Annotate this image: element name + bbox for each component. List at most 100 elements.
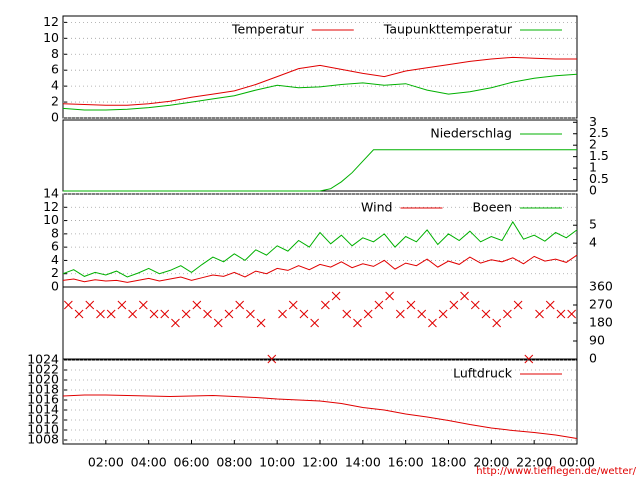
data-point [535, 309, 544, 319]
data-line [62, 394, 578, 439]
y-tick-label: 12 [43, 14, 59, 29]
y-tick-label: 0 [589, 351, 597, 366]
data-point [524, 354, 534, 364]
legend-label: Temperatur [231, 22, 305, 37]
data-point [203, 309, 212, 319]
data-point [256, 318, 266, 328]
y-tick-label: 12 [43, 199, 59, 214]
data-point [363, 309, 373, 319]
y-tick-label: 1 [589, 160, 597, 175]
data-line [63, 149, 577, 192]
x-tick-label: 18:00 [430, 455, 466, 470]
x-tick-label: 12:00 [302, 455, 338, 470]
y-tick-label: 1022 [27, 362, 59, 377]
legend-label: Boeen [472, 200, 512, 215]
data-point [428, 318, 437, 328]
x-tick-label: 10:00 [259, 455, 295, 470]
data-point [192, 300, 202, 310]
data-point [513, 300, 523, 310]
data-point [481, 309, 491, 319]
data-point [160, 309, 170, 319]
legend-label: Niederschlag [430, 126, 512, 141]
y-tick-label: 8 [51, 225, 59, 240]
data-point [395, 309, 405, 319]
data-point [96, 309, 105, 319]
x-tick-label: 16:00 [388, 455, 424, 470]
y-tick-label: 180 [589, 315, 613, 330]
data-point [417, 309, 427, 319]
data-point [213, 318, 223, 328]
data-point [106, 309, 116, 319]
data-point [64, 300, 73, 310]
data-point [492, 318, 502, 328]
y-tick-label: 1020 [27, 372, 59, 387]
data-point [288, 300, 298, 310]
y-tick-label: 1.5 [589, 148, 609, 163]
y-tick-label: 0 [51, 279, 59, 294]
data-point [556, 309, 566, 319]
y-tick-label: 0 [589, 183, 597, 198]
data-point [545, 300, 555, 310]
data-point [267, 354, 277, 364]
legend-label: Taupunkttemperatur [383, 22, 513, 37]
y-tick-label: 10 [43, 30, 59, 45]
data-point [470, 300, 480, 310]
data-point [353, 318, 362, 328]
y-tick-label: 4 [51, 78, 59, 93]
x-tick-label: 20:00 [473, 455, 509, 470]
y-tick-label: 2 [51, 265, 59, 280]
data-point [74, 309, 84, 319]
y-tick-label: 90 [589, 333, 605, 348]
data-point [374, 300, 384, 310]
source-link: http://www.tiefflegen.de/wetter/ [476, 466, 636, 477]
data-point [567, 309, 576, 319]
y-tick-label: 1008 [27, 432, 59, 447]
data-point [149, 309, 159, 319]
data-point [246, 309, 255, 319]
data-point [385, 291, 394, 301]
x-tick-label: 08:00 [216, 455, 252, 470]
y-tick-label: 14 [43, 186, 59, 201]
y-tick-label: 1012 [27, 412, 59, 427]
data-point [128, 309, 137, 319]
x-tick-label: 02:00 [88, 455, 124, 470]
panel-frame [62, 286, 578, 360]
data-line [62, 254, 578, 283]
data-point [438, 309, 448, 319]
legend-label: Luftdruck [453, 366, 513, 381]
y-tick-label: 1024 [27, 352, 59, 367]
data-point [331, 291, 341, 301]
y-tick-label: 2 [589, 137, 597, 152]
y-tick-label: 360 [589, 279, 613, 294]
data-point [321, 300, 330, 310]
x-tick-label: 00:00 [559, 455, 595, 470]
data-point [224, 309, 234, 319]
data-point [171, 318, 180, 328]
data-line [62, 220, 578, 278]
data-point [310, 318, 319, 328]
data-point [181, 309, 191, 319]
y-tick-label: 10 [43, 212, 59, 227]
y-tick-label: 0 [51, 110, 59, 125]
data-line [62, 56, 577, 106]
y-tick-label: 6 [51, 239, 59, 254]
data-point [460, 291, 469, 301]
y-tick-label: 4 [589, 235, 597, 250]
data-point [503, 309, 512, 319]
data-point [138, 300, 148, 310]
y-tick-label: 3 [589, 114, 597, 129]
y-tick-label: 2 [51, 94, 59, 109]
data-point [235, 300, 245, 310]
y-tick-label: 5 [589, 217, 597, 232]
y-tick-label: 8 [51, 46, 59, 61]
y-tick-label: 2.5 [589, 125, 609, 140]
y-tick-label: 4 [51, 252, 59, 267]
data-point [117, 300, 127, 310]
data-point [85, 300, 95, 310]
y-tick-label: 0.5 [589, 171, 609, 186]
y-tick-label: 1016 [27, 392, 59, 407]
y-tick-label: 1014 [27, 402, 59, 417]
data-point [342, 309, 352, 319]
data-point [299, 309, 309, 319]
